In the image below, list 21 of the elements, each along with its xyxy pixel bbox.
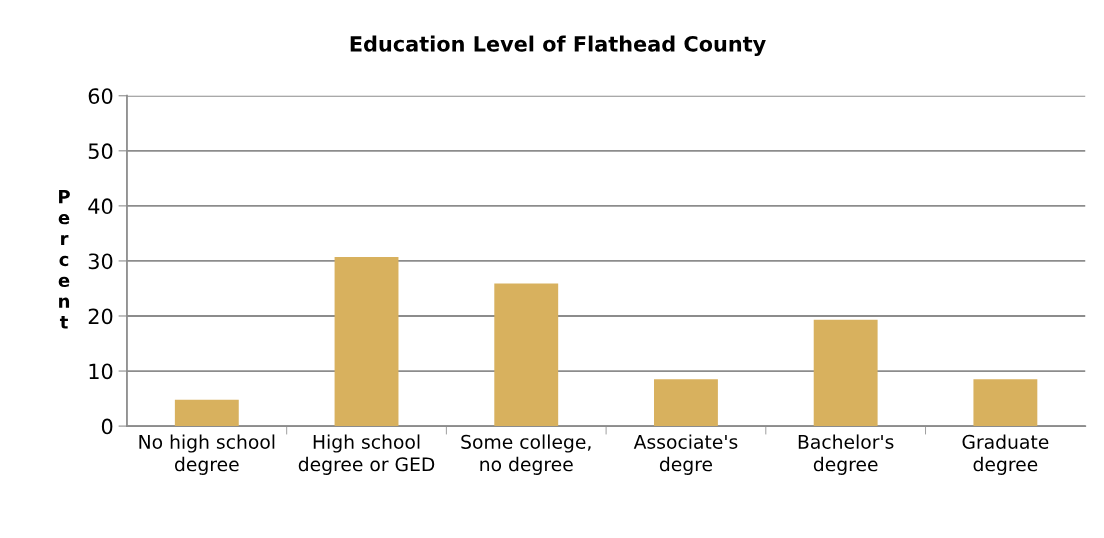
y-tick-label: 30 bbox=[88, 253, 113, 270]
x-tick-label: No high school degree bbox=[139, 434, 275, 475]
x-tick-label: Bachelor's degree bbox=[798, 434, 894, 475]
bar bbox=[973, 379, 1038, 427]
y-axis-title: Percent bbox=[58, 190, 70, 329]
bar bbox=[654, 379, 718, 427]
x-tick-label: High school degree or GED bbox=[298, 434, 435, 475]
y-tick-label: 20 bbox=[88, 308, 113, 325]
y-tick-label: 10 bbox=[89, 363, 113, 380]
y-tick-label: 60 bbox=[88, 88, 113, 104]
bar bbox=[334, 257, 399, 427]
y-tick-label: 40 bbox=[88, 198, 113, 215]
chart-title: Education Level of Flathead County bbox=[350, 35, 766, 56]
bar bbox=[174, 399, 239, 427]
y-tick-label: 0 bbox=[101, 418, 113, 435]
x-tick-label: Graduate degree bbox=[962, 434, 1049, 475]
bar bbox=[494, 283, 559, 427]
x-tick-label: Some college, no degree bbox=[461, 434, 591, 475]
bar bbox=[813, 319, 878, 427]
x-tick-label: Associate's degre bbox=[633, 434, 738, 475]
y-tick-label: 50 bbox=[88, 143, 113, 160]
